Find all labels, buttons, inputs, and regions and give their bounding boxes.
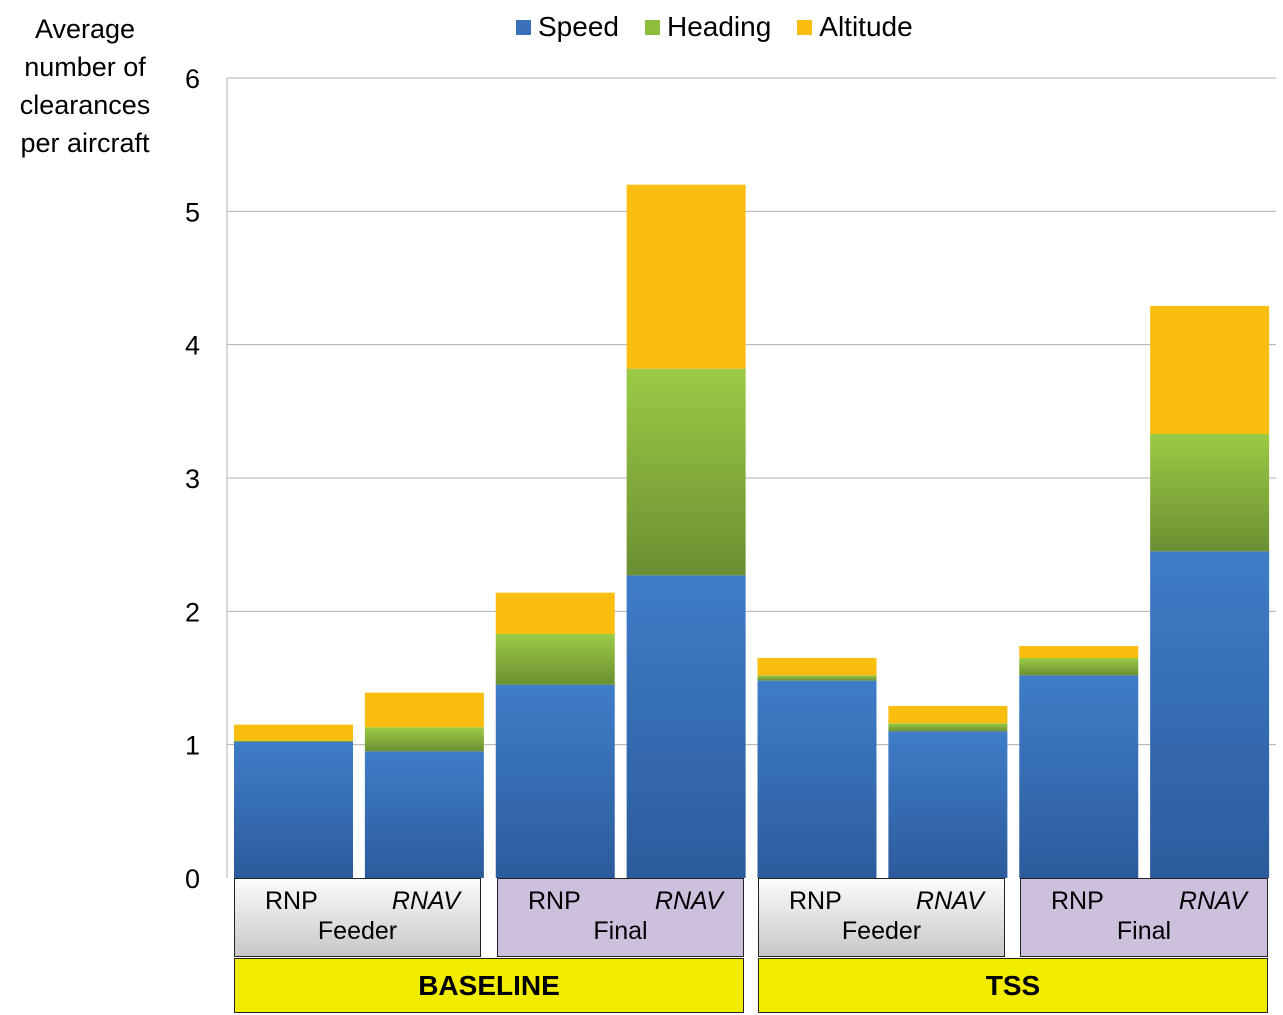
label-baseline-final-rnav: RNAV xyxy=(654,887,723,915)
bar-segment-altitude xyxy=(757,658,877,676)
y-tick-label: 3 xyxy=(185,464,200,494)
y-axis-label: Average number of clearances per aircraf… xyxy=(19,14,151,158)
y-tick-label: 4 xyxy=(185,331,200,361)
bar-segment-speed xyxy=(234,742,353,878)
legend-label-altitude: Altitude xyxy=(819,11,913,42)
label-baseline-feeder-rnav: RNAV xyxy=(391,887,460,915)
bar-segment-heading xyxy=(364,727,484,752)
y-tick-label: 0 xyxy=(185,864,200,894)
bar-segment-heading xyxy=(1019,658,1139,676)
bar-segment-altitude xyxy=(364,692,484,728)
bar-segment-heading xyxy=(1150,434,1270,552)
bar-segment-speed xyxy=(1019,675,1139,878)
legend-item-heading: Heading xyxy=(644,11,772,43)
label-baseline-final-rnp: RNP xyxy=(528,887,581,915)
label-tss-feeder-rnp: RNP xyxy=(789,887,842,915)
label-tss-final-rnp: RNP xyxy=(1051,887,1104,915)
bar-segment-speed xyxy=(888,731,1008,878)
bar-segment-heading xyxy=(888,723,1008,732)
bar-segment-heading xyxy=(234,740,353,742)
label-baseline-feeder-rnp: RNP xyxy=(265,887,318,915)
category-tss-final: RNP RNAV Final xyxy=(1020,878,1268,957)
bar-segment-heading xyxy=(757,675,877,681)
bar-segment-heading xyxy=(626,368,746,576)
legend-swatch-speed xyxy=(516,19,531,35)
legend-swatch-altitude xyxy=(797,19,813,35)
y-tick-label: 5 xyxy=(185,197,200,227)
label-tss-final-rnav: RNAV xyxy=(1178,887,1247,915)
legend-item-speed: Speed xyxy=(516,11,619,43)
scenario-baseline: BASELINE xyxy=(234,958,744,1013)
bar-segment-speed xyxy=(757,680,877,878)
y-tick-label: 6 xyxy=(185,64,200,94)
label-tss-feeder-rnav: RNAV xyxy=(915,887,984,915)
y-tick-label: 2 xyxy=(185,597,200,627)
bar-segment-altitude xyxy=(1150,306,1270,434)
bar-segment-speed xyxy=(364,751,484,878)
legend-swatch-heading xyxy=(644,19,660,35)
legend-item-altitude: Altitude xyxy=(797,11,913,43)
category-tss-feeder: RNP RNAV Feeder xyxy=(758,878,1005,957)
scenario-tss: TSS xyxy=(758,958,1268,1013)
label-baseline-final: Final xyxy=(593,917,648,945)
legend-label-speed: Speed xyxy=(538,11,619,42)
bar-segment-speed xyxy=(1150,551,1270,878)
label-tss-final: Final xyxy=(1116,917,1172,945)
label-baseline-feeder: Feeder xyxy=(317,917,398,945)
bar-segment-altitude xyxy=(495,592,615,634)
y-tick-label: 1 xyxy=(185,731,200,761)
legend: Speed Heading Altitude xyxy=(516,10,939,44)
bar-segment-altitude xyxy=(1019,646,1139,658)
bar-segment-speed xyxy=(495,684,615,878)
category-baseline-final: RNP RNAV Final xyxy=(497,878,744,957)
legend-label-heading: Heading xyxy=(666,11,772,42)
bar-segment-altitude xyxy=(626,184,746,369)
bar-segment-heading xyxy=(495,634,615,685)
label-tss-feeder: Feeder xyxy=(841,917,922,945)
category-baseline-feeder: RNP RNAV Feeder xyxy=(234,878,481,957)
bar-segment-speed xyxy=(626,575,746,878)
bar-segment-altitude xyxy=(234,724,353,741)
bar-segment-altitude xyxy=(888,706,1008,724)
